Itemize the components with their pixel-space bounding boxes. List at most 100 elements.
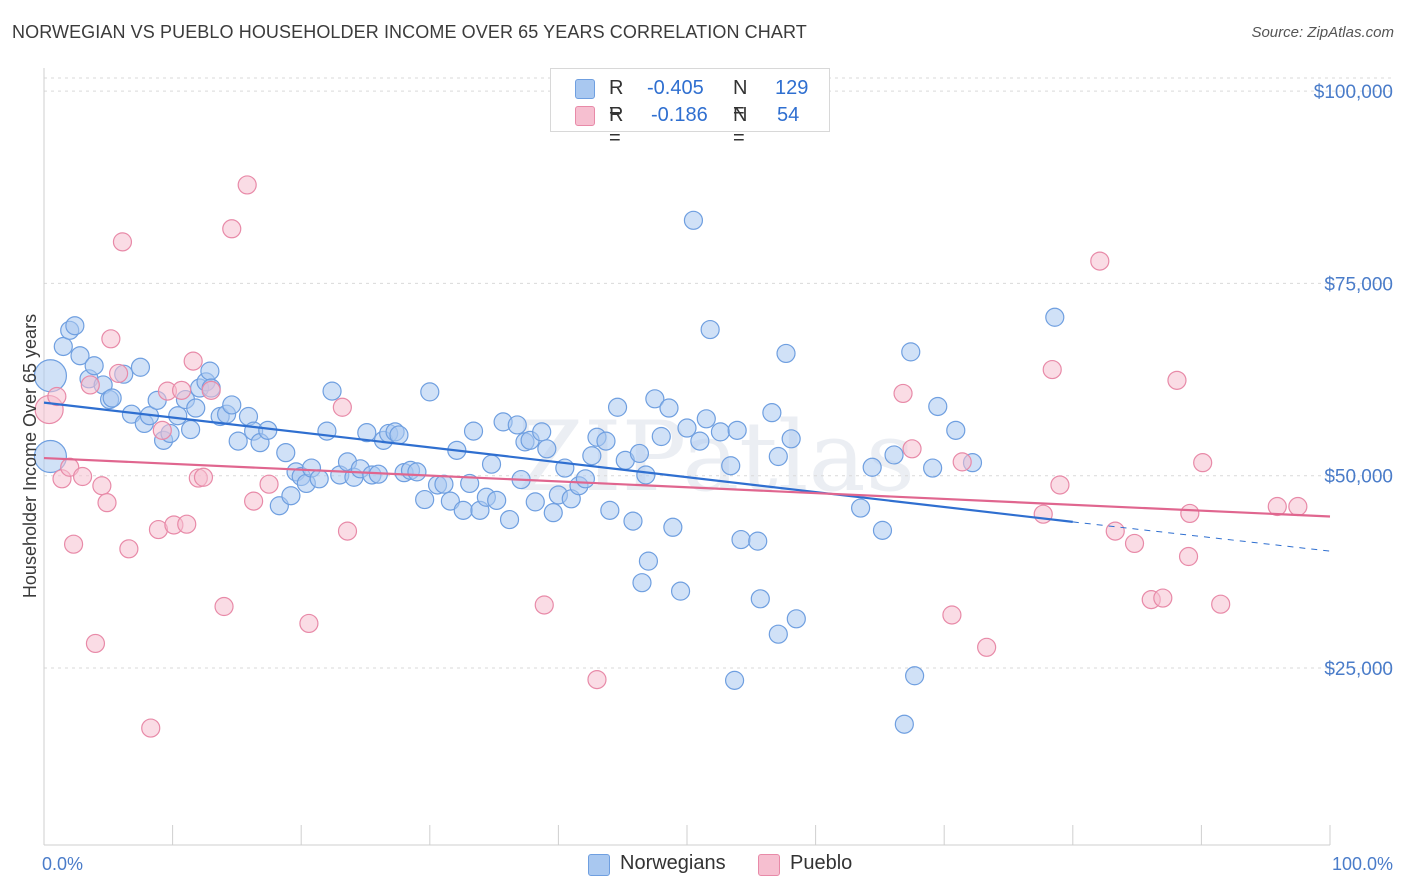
legend-n-label: N =	[733, 77, 748, 122]
y-axis-title: Householder Income Over 65 years	[20, 314, 40, 598]
norwegians-point	[636, 465, 656, 485]
x-tick-label: 100.0%	[1332, 854, 1393, 874]
norwegians-point	[507, 415, 527, 435]
norwegians-point	[309, 469, 329, 489]
norwegians-point	[1045, 307, 1065, 327]
pueblo-point	[1178, 546, 1199, 567]
norwegians-point	[768, 624, 788, 644]
norwegians-point	[460, 473, 480, 494]
y-tick-label: $100,000	[1314, 82, 1393, 103]
norwegians-point	[946, 420, 966, 440]
pueblo-point	[92, 476, 112, 496]
norwegians-point	[487, 490, 507, 510]
norwegians-point	[721, 456, 741, 476]
pueblo-point	[1167, 370, 1187, 390]
pueblo-point	[259, 474, 279, 494]
norwegians-point	[632, 573, 652, 593]
norwegians-point	[901, 342, 921, 362]
legend-n-label: N =	[733, 104, 748, 149]
norwegians-point	[596, 431, 616, 451]
pueblo-point	[177, 514, 197, 534]
norwegians-point	[659, 398, 679, 418]
norwegians-point	[33, 439, 68, 474]
norwegians-point	[575, 469, 596, 489]
norwegians-point	[710, 422, 731, 442]
pueblo-point	[63, 534, 84, 554]
norwegians-point	[724, 670, 745, 690]
pueblo-point	[1180, 503, 1200, 524]
legend-r-label: R =	[609, 104, 624, 149]
norwegians-point	[862, 457, 882, 477]
norwegians-point	[543, 503, 563, 523]
norwegians-point	[786, 609, 806, 629]
norwegians-point	[65, 316, 85, 336]
norwegians-point	[463, 421, 484, 441]
norwegians-point	[53, 336, 73, 357]
stats-legend: R = -0.405 N = 129 R = -0.186 N = 54	[550, 68, 830, 149]
pueblo-point	[183, 351, 203, 371]
y-tick-label: $75,000	[1324, 274, 1393, 295]
pueblo-point	[1090, 251, 1110, 271]
norwegians-point	[84, 356, 104, 376]
norwegians-point	[322, 381, 342, 401]
norwegians-point	[750, 589, 770, 609]
norwegians-point	[663, 517, 683, 537]
pueblo-point	[587, 669, 607, 690]
pueblo-point	[534, 595, 554, 615]
norwegians-point	[670, 581, 691, 601]
norwegians-point	[600, 500, 620, 520]
norwegians-point	[851, 498, 871, 518]
pueblo-point	[244, 491, 264, 511]
pueblo-point	[108, 363, 129, 384]
source-label: Source: ZipAtlas.com	[1251, 24, 1394, 41]
norwegians-point	[768, 446, 788, 467]
x-tick-label: 0.0%	[42, 854, 83, 874]
norwegians-point	[683, 210, 704, 230]
norwegians-point	[130, 357, 151, 377]
norwegians-point	[168, 406, 188, 426]
norwegians-point	[623, 511, 643, 531]
pueblo-point	[1124, 533, 1145, 554]
norwegians-point	[582, 446, 602, 466]
norwegians-point	[453, 500, 473, 520]
legend-swatch-pueblo	[575, 106, 595, 126]
norwegians-point	[389, 425, 409, 445]
norwegians-point	[727, 420, 747, 440]
axis-labels: $25,000 $50,000 $75,000 $100,000 0.0% 100.0% H…	[20, 82, 1393, 874]
pueblo-trend-line	[43, 456, 1331, 518]
norwegians-point	[677, 418, 697, 438]
pueblo-point	[977, 637, 997, 657]
norwegians-point	[700, 319, 720, 340]
legend-r-value: -0.186	[651, 104, 708, 126]
pueblo-point	[1105, 521, 1125, 541]
norwegians-point	[228, 431, 248, 451]
norwegians-point	[731, 529, 751, 550]
norwegians-point	[905, 666, 925, 686]
norwegians-point	[281, 486, 301, 506]
trend-lines	[43, 401, 1331, 552]
pueblo-point	[193, 467, 214, 487]
pueblo-point	[97, 493, 117, 513]
pueblo-point	[1042, 359, 1062, 380]
norwegians-point	[317, 421, 337, 441]
norwegians-point	[434, 474, 454, 494]
y-tick-label: $25,000	[1324, 659, 1393, 680]
pueblo-point	[112, 232, 133, 252]
pueblo-point	[214, 596, 234, 617]
pueblo-point	[1267, 496, 1287, 517]
pueblo-point	[1050, 475, 1070, 495]
norwegians-point	[748, 531, 768, 551]
pueblo-point	[201, 380, 221, 400]
pueblo-point	[119, 539, 139, 559]
bottom-legend-label: Norwegians	[620, 852, 726, 874]
pueblo-point	[85, 633, 106, 654]
norwegians-point	[781, 429, 801, 449]
chart-title: NORWEGIAN VS PUEBLO HOUSEHOLDER INCOME O…	[12, 22, 807, 42]
norwegians-point	[928, 396, 948, 417]
pueblo-point	[952, 452, 972, 472]
pueblo-point	[72, 466, 93, 487]
norwegians-point	[481, 454, 502, 474]
norwegians-point	[181, 419, 201, 440]
norwegians-point	[200, 361, 220, 381]
